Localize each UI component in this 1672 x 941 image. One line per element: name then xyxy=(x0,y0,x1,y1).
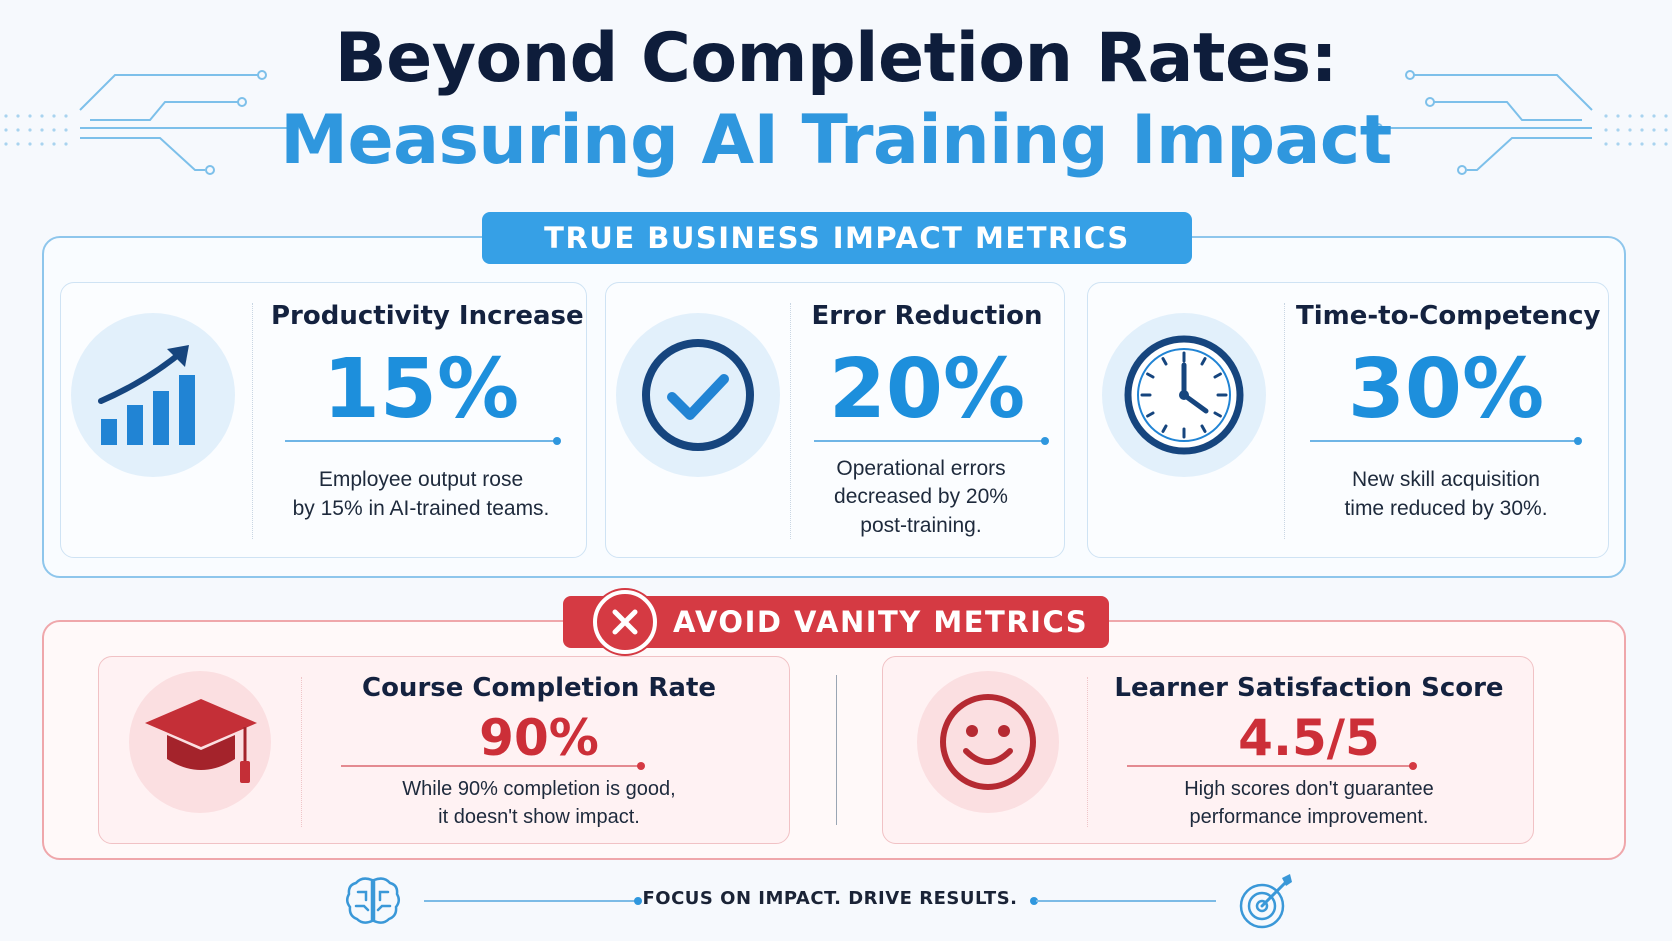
time-to-competency-rule xyxy=(1310,437,1582,445)
close-icon xyxy=(612,609,638,635)
target-icon xyxy=(1239,874,1292,929)
error-divider xyxy=(790,303,791,539)
error-reduction-title: Error Reduction xyxy=(811,301,1043,331)
main-subtitle: Measuring AI Training Impact xyxy=(280,101,1392,180)
learner-satisfaction-desc: High scores don't guarantee performance … xyxy=(1184,778,1434,828)
smiley-face-icon xyxy=(940,694,1036,790)
course-completion-desc: While 90% completion is good, it doesn't… xyxy=(402,778,676,828)
main-title: Beyond Completion Rates: xyxy=(334,19,1338,98)
error-reduction-rule xyxy=(814,437,1049,445)
left-circuit-decoration xyxy=(4,70,299,175)
course-completion-value: 90% xyxy=(479,709,599,767)
vanity-center-divider xyxy=(836,675,837,825)
productivity-desc: Employee output rose by 15% in AI-traine… xyxy=(292,468,550,521)
course-divider xyxy=(301,677,302,827)
learner-satisfaction-card: Learner Satisfaction Score 4.5/5 High sc… xyxy=(882,656,1534,844)
footer-line-right xyxy=(1036,900,1216,902)
footer-dot-left xyxy=(634,897,642,905)
productivity-value: 15% xyxy=(322,342,520,437)
course-completion-rule xyxy=(341,762,645,770)
productivity-rule xyxy=(285,437,561,445)
growth-chart-icon xyxy=(98,345,195,445)
course-completion-title: Course Completion Rate xyxy=(361,673,717,703)
course-completion-card: Course Completion Rate 90% While 90% com… xyxy=(98,656,790,844)
x-badge xyxy=(593,590,657,654)
time-to-competency-card: Time-to-Competency 30% New skill acquisi… xyxy=(1087,282,1609,558)
error-reduction-desc: Operational errors decreased by 20% post… xyxy=(834,457,1008,537)
footer-dot-right xyxy=(1030,897,1038,905)
true-metrics-banner: TRUE BUSINESS IMPACT METRICS xyxy=(482,212,1192,264)
clock-icon xyxy=(1124,335,1244,455)
time-divider xyxy=(1284,303,1285,539)
learner-satisfaction-rule xyxy=(1127,762,1417,770)
time-to-competency-title: Time-to-Competency xyxy=(1296,301,1601,331)
graduation-cap-icon xyxy=(145,699,257,783)
error-reduction-card: Error Reduction 20% Operational errors d… xyxy=(605,282,1065,558)
checkmark-icon xyxy=(642,339,754,451)
time-to-competency-desc: New skill acquisition time reduced by 30… xyxy=(1344,468,1548,521)
productivity-title: Productivity Increase xyxy=(271,301,584,331)
footer-tagline: FOCUS ON IMPACT. DRIVE RESULTS. xyxy=(642,888,1018,909)
brain-icon xyxy=(346,877,400,924)
time-to-competency-value: 30% xyxy=(1347,342,1545,437)
productivity-divider xyxy=(252,303,253,539)
learner-satisfaction-value: 4.5/5 xyxy=(1238,709,1380,767)
error-reduction-value: 20% xyxy=(828,342,1026,437)
footer-line-left xyxy=(424,900,638,902)
learner-satisfaction-title: Learner Satisfaction Score xyxy=(1114,673,1504,703)
productivity-card: Productivity Increase 15% Employee outpu… xyxy=(60,282,587,558)
right-circuit-decoration xyxy=(1373,70,1668,175)
satisfaction-divider xyxy=(1087,677,1088,827)
